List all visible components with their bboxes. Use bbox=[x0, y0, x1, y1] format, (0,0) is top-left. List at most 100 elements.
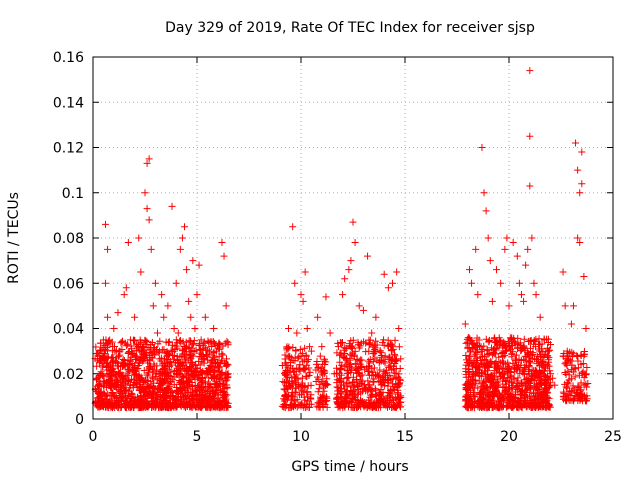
data-point bbox=[366, 355, 374, 363]
data-point bbox=[111, 342, 119, 350]
data-point bbox=[334, 343, 342, 351]
data-point bbox=[200, 352, 208, 360]
data-point bbox=[518, 387, 526, 395]
data-point bbox=[216, 376, 224, 384]
data-point bbox=[572, 139, 580, 147]
data-point bbox=[543, 402, 551, 410]
data-point bbox=[175, 359, 183, 367]
data-point bbox=[160, 313, 168, 321]
data-point bbox=[201, 313, 209, 321]
data-point bbox=[582, 380, 590, 388]
data-point bbox=[224, 341, 232, 349]
data-point bbox=[514, 340, 522, 348]
data-point bbox=[291, 377, 299, 385]
data-point bbox=[526, 67, 534, 75]
data-point bbox=[396, 376, 404, 384]
data-point bbox=[510, 338, 518, 346]
x-tick-label: 10 bbox=[292, 429, 310, 445]
data-point bbox=[93, 374, 101, 382]
data-point bbox=[306, 368, 314, 376]
data-point bbox=[360, 403, 368, 411]
data-point bbox=[474, 384, 482, 392]
data-point bbox=[122, 386, 130, 394]
data-point bbox=[494, 375, 502, 383]
data-point bbox=[140, 367, 148, 375]
y-tick-label: 0.08 bbox=[53, 231, 84, 247]
data-point bbox=[372, 337, 380, 345]
data-point bbox=[395, 325, 403, 332]
data-point bbox=[462, 339, 470, 347]
data-point bbox=[180, 392, 188, 400]
data-point bbox=[487, 344, 495, 352]
data-point bbox=[485, 384, 493, 392]
data-point bbox=[337, 351, 345, 359]
data-point bbox=[179, 373, 187, 381]
data-point bbox=[347, 382, 355, 390]
y-tick-label: 0.1 bbox=[62, 186, 84, 202]
data-point bbox=[158, 377, 166, 385]
data-point bbox=[107, 379, 115, 387]
data-point bbox=[180, 343, 188, 351]
data-point bbox=[213, 398, 221, 406]
chart-title: Day 329 of 2019, Rate Of TEC Index for r… bbox=[165, 20, 535, 36]
data-point bbox=[478, 359, 486, 367]
data-point bbox=[376, 366, 384, 374]
data-point bbox=[202, 346, 210, 354]
data-point bbox=[360, 338, 368, 346]
data-point bbox=[391, 359, 399, 367]
data-point bbox=[348, 403, 356, 411]
data-point bbox=[495, 397, 503, 405]
data-point bbox=[151, 403, 159, 411]
data-point bbox=[561, 368, 569, 376]
data-point bbox=[149, 388, 157, 396]
data-point bbox=[517, 379, 525, 387]
data-point bbox=[187, 399, 195, 407]
data-point bbox=[377, 357, 385, 365]
data-point bbox=[534, 373, 542, 381]
data-point bbox=[303, 357, 311, 365]
data-point bbox=[136, 383, 144, 391]
data-point bbox=[291, 389, 299, 397]
data-point bbox=[381, 401, 389, 409]
data-point bbox=[118, 374, 126, 382]
x-axis-label: GPS time / hours bbox=[291, 459, 408, 475]
data-point bbox=[172, 279, 180, 287]
data-point bbox=[578, 180, 586, 188]
data-point bbox=[533, 356, 541, 364]
data-point bbox=[143, 205, 151, 213]
data-point bbox=[196, 367, 204, 375]
data-marks bbox=[91, 67, 592, 412]
data-point bbox=[126, 398, 134, 406]
data-point bbox=[197, 336, 205, 344]
data-point bbox=[322, 380, 330, 388]
data-point bbox=[284, 344, 292, 352]
data-point bbox=[393, 384, 401, 392]
data-point bbox=[152, 366, 160, 374]
data-point bbox=[376, 347, 384, 355]
data-point bbox=[303, 389, 311, 397]
data-point bbox=[124, 369, 132, 377]
data-point bbox=[571, 373, 579, 381]
data-point bbox=[158, 369, 166, 377]
data-point bbox=[528, 355, 536, 363]
data-point bbox=[223, 391, 231, 399]
data-point bbox=[578, 391, 586, 399]
data-point bbox=[492, 386, 500, 394]
data-point bbox=[169, 341, 177, 349]
data-point bbox=[150, 400, 158, 408]
data-point bbox=[484, 234, 492, 242]
data-point bbox=[532, 374, 540, 382]
data-point bbox=[112, 394, 120, 402]
data-point bbox=[299, 401, 307, 409]
data-point bbox=[183, 266, 191, 274]
data-point bbox=[179, 361, 187, 369]
data-point bbox=[536, 313, 544, 321]
data-point bbox=[219, 351, 227, 359]
data-point bbox=[582, 325, 590, 332]
data-point bbox=[339, 400, 347, 408]
data-point bbox=[165, 403, 173, 411]
data-point bbox=[97, 388, 105, 396]
data-point bbox=[122, 380, 130, 388]
data-point bbox=[304, 356, 312, 364]
data-point bbox=[505, 342, 513, 350]
